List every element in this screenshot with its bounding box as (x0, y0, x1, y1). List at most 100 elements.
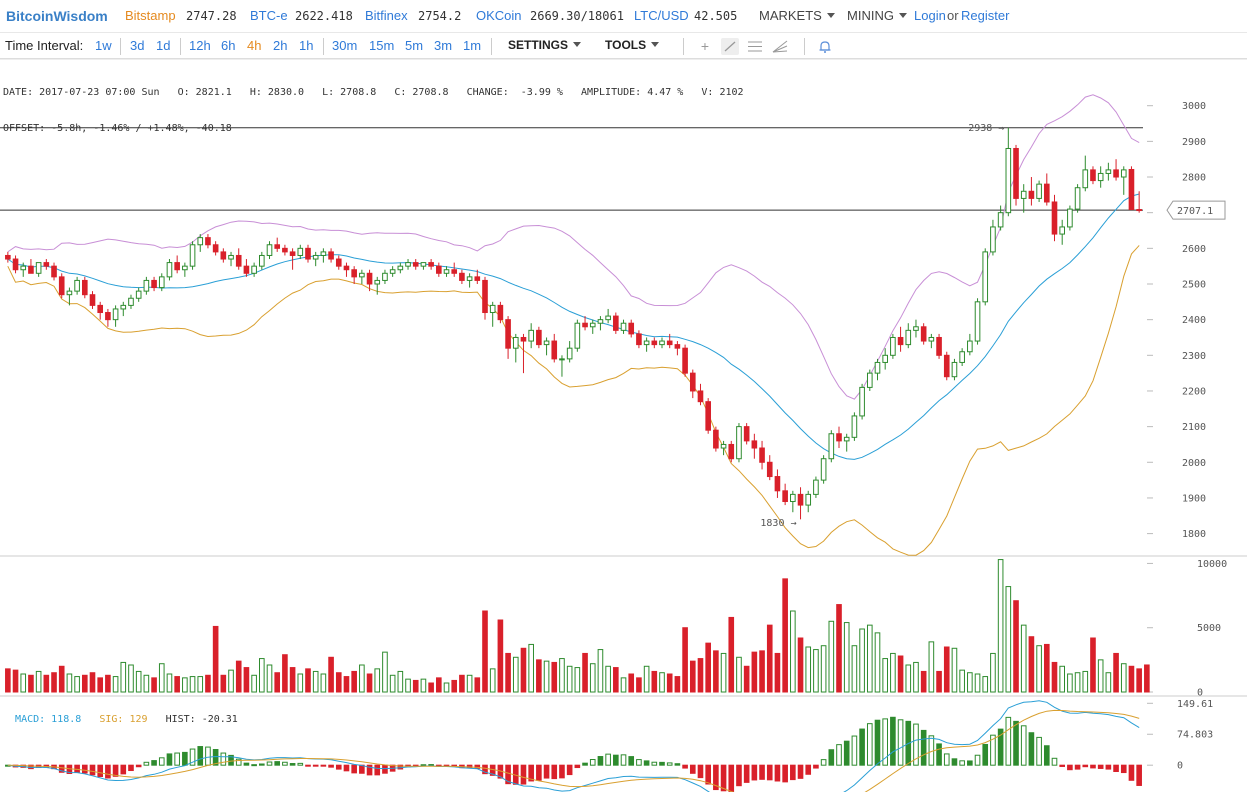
volume-bar (282, 654, 288, 693)
candle (235, 254, 242, 267)
candle (74, 279, 80, 292)
chevron-down-icon (573, 42, 582, 47)
volume-bar (943, 646, 950, 693)
ticker-bitfinex[interactable]: Bitfinex (365, 8, 408, 23)
volume-pane: 0 5000 10000 (5, 559, 1227, 699)
macd-histogram-bar (897, 719, 904, 766)
bollinger-lower-line (7, 245, 1140, 556)
macd-histogram-bar (1105, 764, 1112, 770)
volume-bar (274, 672, 281, 693)
interval-2h[interactable]: 2h (273, 38, 288, 53)
macd-histogram-bar (58, 764, 65, 773)
candle (559, 358, 565, 361)
tools-menu[interactable]: TOOLS (605, 38, 660, 52)
volume-bar (682, 627, 688, 693)
horizontal-lines-icon[interactable] (746, 38, 764, 55)
volume-bar (1113, 652, 1119, 693)
ticker-btce[interactable]: BTC-e (250, 8, 288, 23)
candle (890, 336, 896, 356)
login-link[interactable]: Login (914, 8, 946, 23)
volume-bar (81, 674, 88, 693)
alert-bell-icon[interactable] (816, 38, 834, 55)
volume-bar (143, 674, 150, 693)
macd-histogram-bar (51, 764, 57, 770)
macd-histogram-bar (1013, 720, 1019, 766)
candle (836, 433, 842, 442)
divider (491, 38, 492, 55)
interval-12h[interactable]: 12h (189, 38, 211, 53)
interval-3m[interactable]: 3m (434, 38, 453, 53)
price-pane: 1800 1900 2000 2100 2200 2300 2400 2500 2600 2700… (0, 58, 1247, 697)
candle (505, 319, 511, 349)
macd-histogram-bar (1051, 757, 1058, 766)
volume-bar (1120, 663, 1127, 693)
volume-bar (659, 672, 665, 693)
macd-histogram-bar (443, 764, 450, 767)
interval-15m[interactable]: 15m (369, 38, 395, 53)
candle (5, 254, 11, 260)
interval-1h[interactable]: 1h (299, 38, 314, 53)
settings-menu[interactable]: SETTINGS (508, 38, 582, 52)
volume-bar (182, 677, 188, 693)
macd-histogram-bar (428, 764, 434, 767)
interval-1d[interactable]: 1d (156, 38, 171, 53)
macd-histogram-bar (320, 764, 327, 767)
candle (674, 344, 681, 349)
trendline-icon[interactable] (721, 38, 739, 55)
candle (105, 312, 111, 321)
volume-bar (58, 665, 65, 693)
macd-histogram-bar (659, 761, 665, 766)
macd-histogram-bar (566, 764, 573, 776)
volume-bar (443, 682, 450, 693)
ticker-okcoin[interactable]: OKCoin (476, 8, 522, 23)
macd-histogram-bar (243, 762, 250, 766)
crosshair-icon[interactable]: + (700, 38, 710, 54)
volume-bar (436, 677, 442, 693)
volume-bar (905, 664, 912, 693)
interval-5m[interactable]: 5m (405, 38, 424, 53)
fan-glyph (772, 40, 788, 53)
price-tick-label: 2100 (1182, 422, 1206, 433)
macd-histogram-bar (967, 760, 973, 766)
interval-1w[interactable]: 1w (95, 38, 112, 53)
bell-glyph (819, 41, 831, 53)
macd-histogram-bar (382, 764, 388, 774)
candle (335, 258, 342, 267)
volume-bar (151, 677, 157, 693)
volume-bar (266, 664, 273, 693)
interval-3d[interactable]: 3d (130, 38, 145, 53)
macd-histogram-bar (212, 749, 219, 766)
candle (197, 237, 204, 246)
candle (805, 493, 812, 506)
ticker-bitstamp[interactable]: Bitstamp (125, 8, 176, 23)
macd-histogram-bar (790, 764, 796, 781)
interval-6h[interactable]: 6h (221, 38, 236, 53)
interval-4h[interactable]: 4h (247, 38, 262, 53)
candle (374, 279, 381, 285)
candle (766, 461, 773, 478)
register-link[interactable]: Register (961, 8, 1010, 23)
interval-30m[interactable]: 30m (332, 38, 358, 53)
macd-histogram-bar (12, 764, 19, 768)
candle (882, 354, 888, 363)
volume-bar (720, 652, 727, 693)
markets-menu[interactable]: MARKETS (759, 8, 835, 23)
interval-1m[interactable]: 1m (463, 38, 482, 53)
volume-bar (1090, 637, 1096, 693)
macd-histogram-bar (66, 764, 73, 775)
macd-histogram-bar (866, 723, 873, 766)
candle (266, 244, 273, 256)
candle (536, 329, 542, 346)
volume-bar (928, 641, 935, 693)
ticker-ltcusd[interactable]: LTC/USD (634, 8, 689, 23)
brand-logo[interactable]: BitcoinWisdom (6, 8, 108, 24)
candle (751, 440, 758, 449)
candle (1036, 183, 1042, 199)
macd-histogram-bar (859, 728, 865, 766)
candle (843, 436, 850, 442)
candle (959, 351, 965, 363)
macd-histogram-bar (335, 764, 342, 770)
mining-menu[interactable]: MINING (847, 8, 907, 23)
fan-icon[interactable] (771, 38, 789, 55)
candle (820, 458, 827, 481)
